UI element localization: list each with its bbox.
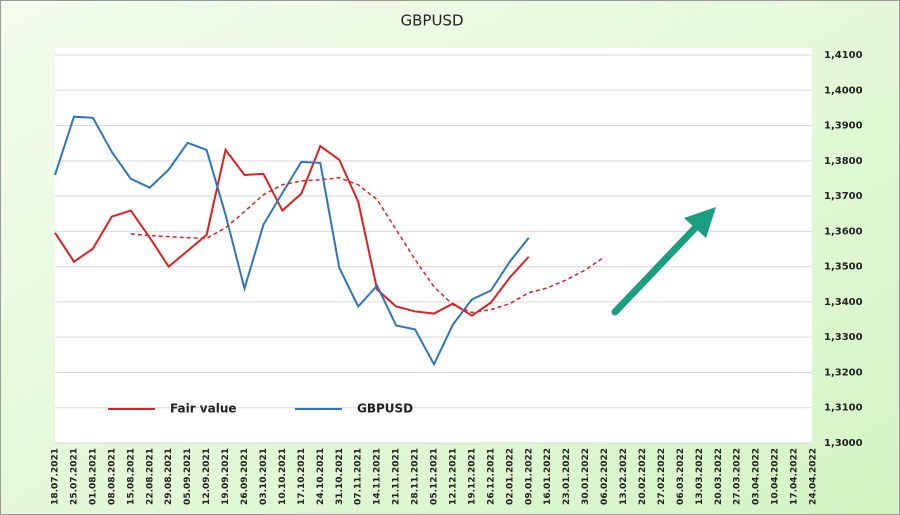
x-tick-label: 10.10.2021 [278, 448, 288, 505]
legend-label: GBPUSD [357, 402, 413, 416]
y-tick-label: 1,3800 [824, 156, 863, 167]
arrow [611, 207, 716, 316]
x-tick-label: 03.10.2021 [259, 448, 269, 505]
y-tick-label: 1,3900 [824, 121, 863, 132]
line [54, 115, 530, 367]
x-tick-label: 26.09.2021 [240, 448, 250, 505]
x-tick-label: 27.03.2022 [733, 448, 743, 505]
y-tick-label: 1,3000 [824, 438, 863, 449]
x-tick-label: 05.09.2021 [183, 448, 193, 505]
x-tick-label: 19.12.2021 [467, 448, 477, 505]
y-tick-label: 1,3100 [824, 403, 863, 414]
x-tick-label: 13.02.2022 [619, 448, 629, 505]
x-tick-label: 27.02.2022 [657, 448, 667, 505]
chart-title: GBPUSD [400, 12, 463, 30]
y-tick-label: 1,3600 [824, 226, 863, 237]
x-tick-label: 13.03.2022 [695, 448, 705, 505]
plot-area [55, 48, 812, 443]
x-tick-label: 25.07.2021 [69, 448, 79, 505]
x-tick-label: 19.09.2021 [221, 448, 231, 505]
x-tick-label: 12.09.2021 [202, 448, 212, 505]
x-tick-label: 30.01.2022 [581, 448, 591, 505]
x-tick-label: 23.01.2022 [562, 448, 572, 505]
x-tick-label: 29.08.2021 [164, 448, 174, 505]
x-tick-label: 17.04.2022 [790, 448, 800, 505]
y-tick-label: 1,3400 [824, 297, 863, 308]
x-tick-label: 01.08.2021 [88, 448, 98, 505]
x-tick-label: 18.07.2021 [51, 448, 61, 505]
x-tick-label: 02.01.2022 [505, 448, 515, 505]
x-tick-label: 21.11.2021 [392, 448, 402, 505]
x-tick-label: 31.10.2021 [335, 448, 345, 505]
x-tick-label: 22.08.2021 [145, 448, 155, 505]
y-tick-label: 1,3200 [824, 367, 863, 378]
x-tick-label: 17.10.2021 [297, 448, 307, 505]
x-tick-label: 24.10.2021 [316, 448, 326, 505]
y-tick-label: 1,3300 [824, 332, 863, 343]
x-tick-label: 24.04.2022 [809, 448, 819, 505]
x-tick-label: 05.12.2021 [430, 448, 440, 505]
x-tick-label: 09.01.2022 [524, 448, 534, 505]
x-tick-label: 07.11.2021 [354, 448, 364, 505]
x-tick-label: 06.02.2022 [600, 448, 610, 505]
y-tick-label: 1,3500 [824, 262, 863, 273]
x-tick-label: 03.04.2022 [752, 448, 762, 505]
x-tick-label: 28.11.2021 [411, 448, 421, 505]
y-tick-label: 1,4100 [824, 50, 863, 61]
x-tick-label: 06.03.2022 [676, 448, 686, 505]
line [130, 176, 605, 314]
y-tick-label: 1,4000 [824, 85, 863, 96]
x-tick-label: 14.11.2021 [373, 448, 383, 505]
x-tick-label: 08.08.2021 [107, 448, 117, 505]
x-tick-label: 12.12.2021 [448, 448, 458, 505]
line [54, 144, 530, 317]
x-tick-label: 16.01.2022 [543, 448, 553, 505]
y-tick-label: 1,3700 [824, 191, 863, 202]
legend-label: Fair value [170, 402, 237, 416]
x-tick-label: 26.12.2021 [486, 448, 496, 505]
x-tick-label: 10.04.2022 [771, 448, 781, 505]
x-tick-label: 20.02.2022 [638, 448, 648, 505]
x-tick-label: 20.03.2022 [714, 448, 724, 505]
x-tick-label: 15.08.2021 [126, 448, 136, 505]
